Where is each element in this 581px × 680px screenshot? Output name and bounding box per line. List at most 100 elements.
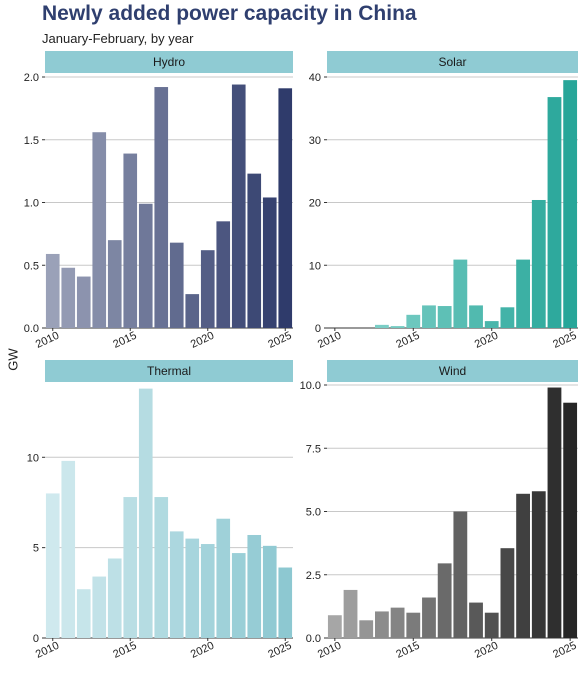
solar-bar (531, 199, 546, 328)
hydro-strip (45, 51, 293, 73)
wind-bar (375, 611, 389, 638)
wind-bar (469, 602, 483, 638)
thermal-strip (45, 360, 293, 382)
solar-bar (422, 305, 436, 328)
chart-title: Newly added power capacity in China (42, 2, 417, 25)
hydro-bar (216, 221, 231, 328)
solar-bar (390, 326, 405, 328)
thermal-bar (169, 531, 184, 638)
wind-x-tick-label: 2025 (551, 640, 578, 661)
wind-bar (359, 620, 374, 638)
wind-x-tick-label: 2020 (473, 640, 500, 661)
thermal-bar (76, 589, 91, 638)
thermal-bar (247, 534, 262, 638)
hydro-x-tick-label: 2020 (189, 330, 216, 351)
solar-y-tick-label: 0 (315, 323, 321, 335)
hydro-bar (262, 197, 277, 328)
wind-bar (547, 387, 562, 638)
thermal-bar (231, 553, 246, 638)
hydro-y-tick-label: 1.5 (24, 135, 39, 147)
solar-bar (437, 306, 452, 328)
hydro-bar (154, 87, 169, 328)
solar-x-tick-label: 2015 (394, 330, 421, 351)
solar-x-tick-label: 2025 (551, 330, 578, 351)
thermal-y-tick-label: 0 (33, 633, 39, 645)
wind-x-tick-label: 2015 (394, 640, 421, 661)
solar-strip (327, 51, 578, 73)
hydro-bar (247, 173, 262, 328)
hydro-x-tick-label: 2015 (111, 330, 138, 351)
thermal-y-tick-label: 10 (27, 452, 39, 464)
wind-bar (500, 548, 515, 638)
solar-bar (406, 314, 421, 328)
wind-panel-label: Wind (439, 364, 466, 378)
solar-x-tick-label: 2020 (473, 330, 500, 351)
wind-bar (484, 612, 499, 638)
solar-bar (484, 321, 499, 328)
wind-bar (453, 511, 468, 638)
thermal-bar (61, 460, 76, 638)
solar-bar (453, 259, 468, 328)
hydro-bar (231, 84, 246, 328)
hydro-bar (92, 132, 107, 328)
solar-y-tick-label: 30 (309, 135, 321, 147)
wind-y-tick-label: 10.0 (300, 380, 321, 392)
hydro-y-tick-label: 1.0 (24, 198, 39, 210)
hydro-bar (76, 276, 91, 328)
solar-bar (375, 324, 389, 328)
wind-bar (327, 615, 342, 638)
thermal-bar (216, 518, 231, 638)
thermal-bar (262, 545, 277, 638)
hydro-bar (200, 250, 215, 328)
wind-bar (516, 493, 530, 638)
solar-y-tick-label: 10 (309, 260, 321, 272)
hydro-y-tick-label: 0.0 (24, 323, 39, 335)
solar-bar (563, 80, 578, 328)
thermal-bar (154, 497, 169, 638)
hydro-bar (107, 240, 122, 328)
hydro-y-tick-label: 0.5 (24, 260, 39, 272)
thermal-bar (138, 388, 153, 638)
chart-subtitle: January-February, by year (42, 31, 194, 46)
wind-bar (406, 612, 421, 638)
hydro-bar (278, 88, 293, 328)
hydro-bar (61, 267, 76, 328)
wind-y-tick-label: 0.0 (306, 633, 321, 645)
thermal-bar (107, 558, 122, 638)
wind-y-tick-label: 7.5 (306, 443, 321, 455)
wind-bar (437, 563, 452, 638)
solar-y-tick-label: 40 (309, 72, 321, 84)
hydro-y-tick-label: 2.0 (24, 72, 39, 84)
hydro-bar (169, 242, 184, 328)
wind-strip (327, 360, 578, 382)
thermal-y-tick-label: 5 (33, 543, 39, 555)
hydro-bar (123, 153, 138, 328)
solar-bar (500, 307, 515, 328)
hydro-bar (185, 294, 200, 328)
thermal-x-tick-label: 2020 (189, 640, 216, 661)
thermal-bar (278, 567, 293, 638)
hydro-bar (138, 203, 153, 328)
thermal-bar (45, 493, 60, 638)
wind-bar (422, 597, 436, 638)
thermal-bar (200, 544, 215, 638)
wind-bar (531, 491, 546, 638)
solar-bar (516, 259, 530, 328)
solar-panel-label: Solar (438, 55, 466, 69)
thermal-panel-label: Thermal (147, 364, 191, 378)
wind-y-tick-label: 2.5 (306, 570, 321, 582)
wind-y-tick-label: 5.0 (306, 507, 321, 519)
solar-bar (547, 97, 562, 328)
wind-bar (390, 607, 405, 638)
hydro-bar (45, 253, 60, 328)
wind-bar (563, 402, 578, 638)
hydro-panel-label: Hydro (153, 55, 185, 69)
wind-bar (343, 589, 358, 638)
thermal-x-tick-label: 2015 (111, 640, 138, 661)
hydro-x-tick-label: 2025 (266, 330, 293, 351)
thermal-bar (185, 538, 200, 638)
thermal-x-tick-label: 2025 (266, 640, 293, 661)
thermal-bar (92, 576, 107, 638)
solar-y-tick-label: 20 (309, 198, 321, 210)
